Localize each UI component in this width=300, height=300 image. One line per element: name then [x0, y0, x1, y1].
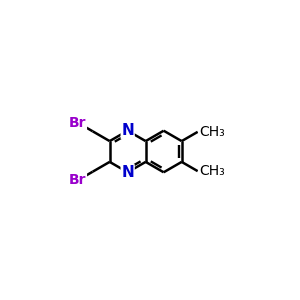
Text: N: N [121, 123, 134, 138]
Text: Br: Br [69, 116, 86, 130]
Text: CH₃: CH₃ [199, 125, 225, 139]
Text: Br: Br [69, 173, 86, 188]
Text: CH₃: CH₃ [199, 164, 225, 178]
Text: N: N [121, 165, 134, 180]
